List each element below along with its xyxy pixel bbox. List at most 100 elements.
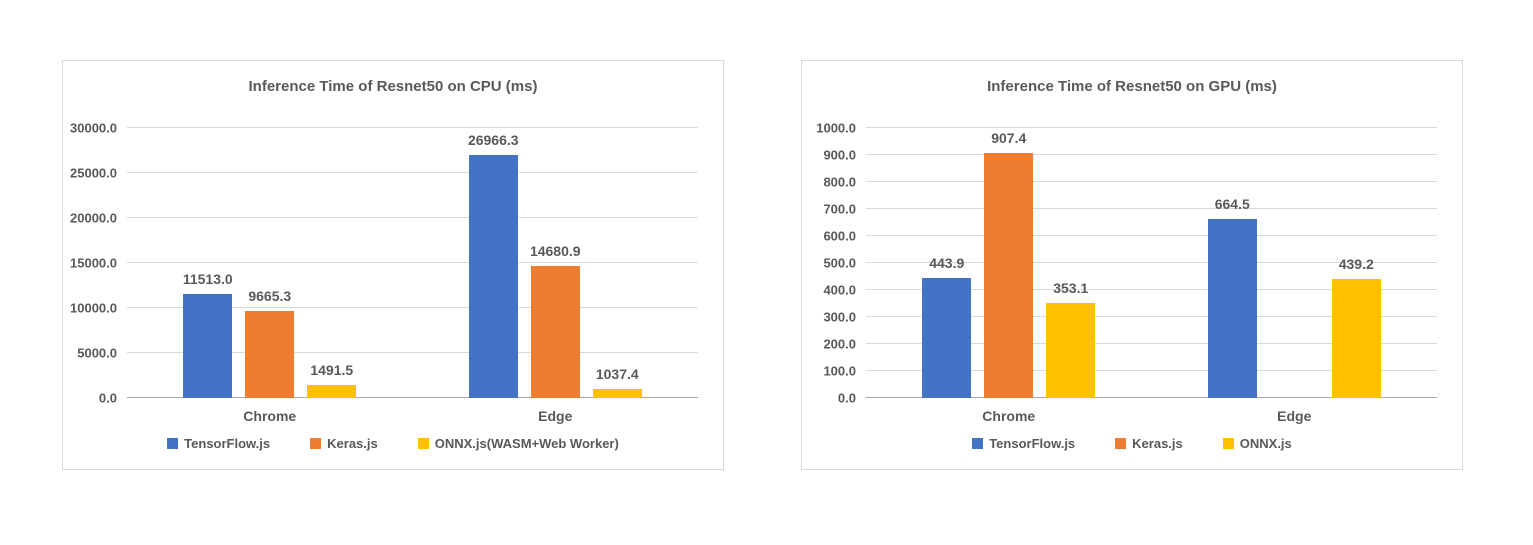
bar-group-edge: 664.5 439.2 bbox=[1152, 128, 1438, 398]
bar-tensorflow-js-chrome bbox=[922, 278, 972, 398]
y-tick-label: 20000.0 bbox=[70, 210, 117, 226]
bar-onnx-js-chrome bbox=[1046, 302, 1096, 398]
bar-value-label: 1037.4 bbox=[595, 365, 639, 382]
x-axis-line bbox=[127, 397, 698, 398]
y-tick-label: 100.0 bbox=[823, 363, 856, 379]
bar-value-label: 26966.3 bbox=[467, 132, 519, 149]
bar-onnx-js-wasm-web-worker--chrome bbox=[307, 384, 357, 398]
plot-column-cpu: 11513.0 9665.3 1491.5 26966.3 14680.9 1037.4 … bbox=[127, 127, 699, 434]
bar-keras-js-edge bbox=[530, 265, 580, 398]
legend-label: Keras.js bbox=[1132, 436, 1183, 451]
y-tick-label: 10000.0 bbox=[70, 300, 117, 316]
legend-label: ONNX.js bbox=[1239, 436, 1292, 451]
gridline bbox=[866, 262, 1437, 263]
legend-swatch bbox=[417, 438, 429, 449]
chart-card-gpu: Inference Time of Resnet50 on GPU (ms) 1… bbox=[801, 60, 1463, 470]
bar-keras-js-chrome bbox=[245, 311, 295, 398]
legend-swatch bbox=[310, 438, 322, 449]
gridline bbox=[866, 370, 1437, 371]
y-tick-label: 800.0 bbox=[823, 174, 856, 190]
gridline bbox=[866, 343, 1437, 344]
bar-value-label: 1491.5 bbox=[310, 361, 354, 378]
gridline bbox=[127, 307, 698, 308]
x-axis-gpu: Chrome Edge bbox=[866, 398, 1437, 434]
x-axis-line bbox=[866, 397, 1437, 398]
bar-slot: 664.5 bbox=[1207, 128, 1257, 398]
gridline bbox=[127, 262, 698, 263]
bar-slot: 14680.9 bbox=[529, 128, 581, 398]
bar-slot: 353.1 bbox=[1046, 128, 1096, 398]
bar-value-label: 664.5 bbox=[1214, 195, 1250, 212]
legend-item-keras-js: Keras.js bbox=[1115, 436, 1183, 451]
y-tick-label: 1000.0 bbox=[816, 120, 856, 136]
bar-value-label: 907.4 bbox=[991, 130, 1027, 147]
bar-value-label: 353.1 bbox=[1053, 279, 1089, 296]
y-tick-label: 30000.0 bbox=[70, 120, 117, 136]
legend-item-onnx-js: ONNX.js bbox=[1222, 436, 1292, 451]
legend-label: ONNX.js(WASM+Web Worker) bbox=[434, 436, 619, 451]
bar-tensorflow-js-edge bbox=[1207, 218, 1257, 398]
bar-slot: 9665.3 bbox=[245, 128, 295, 398]
bar-slot: 1037.4 bbox=[592, 128, 642, 398]
legend-label: Keras.js bbox=[327, 436, 378, 451]
gridline bbox=[127, 172, 698, 173]
legend-swatch bbox=[972, 438, 984, 449]
category-label-chrome: Chrome bbox=[982, 408, 1036, 424]
chart-card-cpu: Inference Time of Resnet50 on CPU (ms) 3… bbox=[62, 60, 724, 470]
gridline bbox=[127, 352, 698, 353]
y-tick-label: 900.0 bbox=[823, 147, 856, 163]
gridline bbox=[866, 127, 1437, 128]
bar-slot bbox=[1270, 128, 1319, 398]
bar-value-label: 14680.9 bbox=[529, 242, 581, 259]
bar-group-chrome: 443.9 907.4 353.1 bbox=[866, 128, 1152, 398]
y-axis-cpu: 30000.0 25000.0 20000.0 15000.0 10000.0 5000.… bbox=[63, 121, 127, 406]
y-tick-label: 25000.0 bbox=[70, 165, 117, 181]
bar-value-label: 439.2 bbox=[1338, 256, 1374, 273]
bar-onnx-js-edge bbox=[1331, 279, 1381, 398]
bar-slot: 443.9 bbox=[922, 128, 972, 398]
y-tick-label: 700.0 bbox=[823, 201, 856, 217]
legend-item-tensorflow-js: TensorFlow.js bbox=[167, 436, 270, 451]
chart-title-gpu: Inference Time of Resnet50 on GPU (ms) bbox=[987, 78, 1277, 95]
plot-area-gpu: 443.9 907.4 353.1 664.5 439.2 bbox=[866, 127, 1438, 398]
y-tick-label: 5000.0 bbox=[77, 345, 117, 361]
gridline bbox=[127, 127, 698, 128]
bar-slot: 907.4 bbox=[984, 128, 1034, 398]
bar-tensorflow-js-chrome bbox=[183, 294, 233, 398]
gridline bbox=[866, 235, 1437, 236]
legend-item-tensorflow-js: TensorFlow.js bbox=[972, 436, 1075, 451]
legend-swatch bbox=[167, 438, 179, 449]
bar-group-chrome: 11513.0 9665.3 1491.5 bbox=[127, 128, 413, 398]
gridline bbox=[866, 208, 1437, 209]
category-label-chrome: Chrome bbox=[243, 408, 297, 424]
legend-cpu: TensorFlow.js Keras.js ONNX.js(WASM+Web Wo… bbox=[63, 436, 723, 451]
bar-onnx-js-wasm-web-worker--edge bbox=[592, 388, 642, 398]
legend-gpu: TensorFlow.js Keras.js ONNX.js bbox=[802, 436, 1462, 451]
bar-group-edge: 26966.3 14680.9 1037.4 bbox=[413, 128, 699, 398]
x-axis-cpu: Chrome Edge bbox=[127, 398, 698, 434]
bar-value-label: 9665.3 bbox=[248, 288, 292, 305]
plot-area-cpu: 11513.0 9665.3 1491.5 26966.3 14680.9 1037.4 bbox=[127, 127, 699, 398]
chart-body-gpu: 1000.0 900.0 800.0 700.0 600.0 500.0 400.0 300.… bbox=[802, 121, 1462, 434]
gridline bbox=[866, 316, 1437, 317]
legend-swatch bbox=[1222, 438, 1234, 449]
y-tick-label: 0.0 bbox=[837, 390, 856, 406]
y-tick-label: 0.0 bbox=[98, 390, 117, 406]
bar-slot: 26966.3 bbox=[467, 128, 519, 398]
legend-label: TensorFlow.js bbox=[184, 436, 271, 451]
bar-slot: 1491.5 bbox=[307, 128, 357, 398]
chart-body-cpu: 30000.0 25000.0 20000.0 15000.0 10000.0 5000.… bbox=[63, 121, 723, 434]
gridline bbox=[866, 289, 1437, 290]
gridline bbox=[866, 181, 1437, 182]
category-label-edge: Edge bbox=[1277, 408, 1312, 424]
y-tick-label: 200.0 bbox=[823, 336, 856, 352]
bar-value-label: 11513.0 bbox=[182, 271, 233, 288]
legend-label: TensorFlow.js bbox=[989, 436, 1076, 451]
plot-column-gpu: 443.9 907.4 353.1 664.5 439.2 Chrome Edge bbox=[866, 127, 1438, 434]
y-tick-label: 15000.0 bbox=[70, 255, 117, 271]
y-tick-label: 500.0 bbox=[823, 255, 856, 271]
y-tick-label: 400.0 bbox=[823, 282, 856, 298]
y-axis-gpu: 1000.0 900.0 800.0 700.0 600.0 500.0 400.0 300.… bbox=[802, 121, 866, 406]
bar-slot: 11513.0 bbox=[182, 128, 233, 398]
